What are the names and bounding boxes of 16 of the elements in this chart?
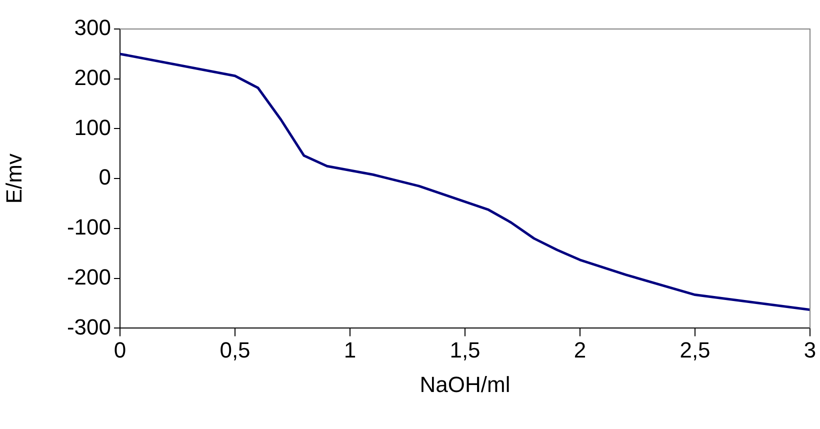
x-tick-label: 0,5 bbox=[220, 337, 250, 362]
y-tick-label: -100 bbox=[66, 214, 111, 240]
x-tick-label: 1,5 bbox=[450, 337, 480, 362]
y-axis-title: E/mv bbox=[1, 154, 26, 204]
x-tick-label: 2 bbox=[574, 337, 586, 362]
x-tick-label: 2,5 bbox=[680, 337, 710, 362]
x-tick-label: 3 bbox=[804, 337, 816, 362]
x-tick-label: 0 bbox=[114, 337, 126, 362]
y-tick-label: 200 bbox=[74, 64, 111, 90]
y-tick-label: 100 bbox=[74, 114, 111, 140]
y-tick-label: -200 bbox=[66, 264, 111, 290]
x-tick-label: 1 bbox=[344, 337, 356, 362]
x-axis-title: NaOH/ml bbox=[420, 372, 510, 397]
y-tick-label: 0 bbox=[98, 164, 111, 190]
y-tick-label: 300 bbox=[74, 15, 111, 40]
y-tick-label: -300 bbox=[66, 314, 111, 340]
